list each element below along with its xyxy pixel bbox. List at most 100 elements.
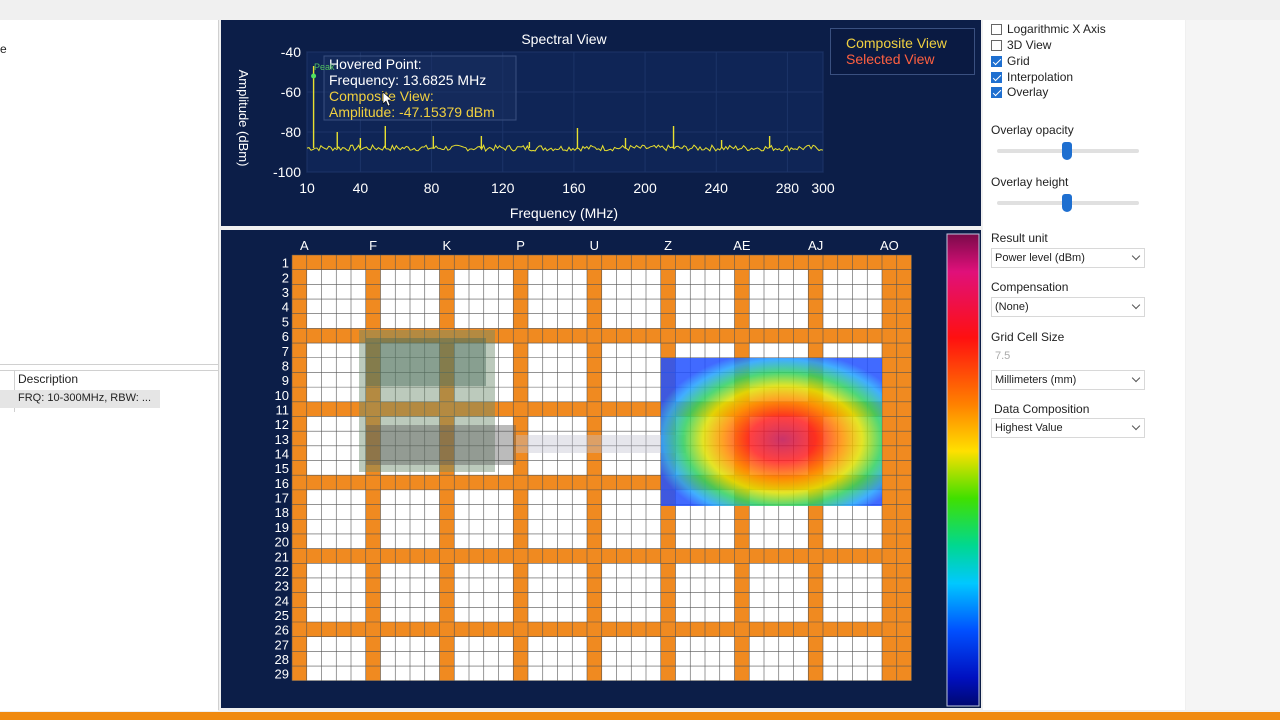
grid-row-label: 8 bbox=[282, 358, 289, 373]
overlay-opacity-slider[interactable] bbox=[997, 142, 1139, 160]
grid-row-label: 15 bbox=[275, 461, 289, 476]
grid-row-label: 9 bbox=[282, 373, 289, 388]
checkbox-box[interactable] bbox=[991, 71, 1002, 83]
grid-row-label: 17 bbox=[275, 491, 289, 506]
grid-row-label: 4 bbox=[282, 300, 289, 315]
tooltip-line-2: Frequency: 13.6825 MHz bbox=[329, 72, 486, 88]
grid-row-label: 3 bbox=[282, 285, 289, 300]
peak-tag: Peak bbox=[314, 62, 335, 72]
grid-row-label: 25 bbox=[275, 608, 289, 623]
grid-row-label: 20 bbox=[275, 535, 289, 550]
tooltip-line-3: Composite View: bbox=[329, 88, 434, 104]
grid-column-label: A bbox=[300, 238, 309, 253]
checkbox-interpolation[interactable]: Interpolation bbox=[991, 70, 1073, 84]
result-unit-dropdown[interactable]: Power level (dBm) bbox=[991, 248, 1145, 268]
data-composition-dropdown[interactable]: Highest Value bbox=[991, 418, 1145, 438]
grid-column-label: Z bbox=[664, 238, 672, 253]
grid-column-label: AO bbox=[880, 238, 899, 253]
grid-row-label: 19 bbox=[275, 520, 289, 535]
legend-selected-view[interactable]: Selected View bbox=[846, 51, 935, 67]
grid-row-label: 5 bbox=[282, 314, 289, 329]
left-top-pane: e bbox=[0, 20, 218, 365]
grid-row-label: 27 bbox=[275, 637, 289, 652]
grid-cell-size-field[interactable]: 7.5 bbox=[995, 350, 1011, 362]
color-scale-bar bbox=[946, 233, 980, 707]
grid-labels: A F K P U Z AE AJ AO1234567891011121314151617181… bbox=[275, 238, 899, 682]
legend-composite-view[interactable]: Composite View bbox=[846, 35, 947, 51]
checkbox-log-x-axis[interactable]: Logarithmic X Axis bbox=[991, 22, 1106, 36]
units-dropdown[interactable]: Millimeters (mm) bbox=[991, 370, 1145, 390]
x-tick-label: 200 bbox=[633, 180, 657, 196]
bottom-accent-bar bbox=[0, 712, 1280, 720]
grid-row-label: 24 bbox=[275, 593, 289, 608]
hover-tooltip: Hovered Point: Frequency: 13.6825 MHz Co… bbox=[314, 55, 517, 121]
chevron-down-icon bbox=[1131, 373, 1141, 383]
left-panel: e Description FRQ: 10-300MHz, RBW: ... bbox=[0, 20, 219, 711]
grid-row-label: 13 bbox=[275, 432, 289, 447]
compensation-dropdown[interactable]: (None) bbox=[991, 297, 1145, 317]
y-tick-label: -60 bbox=[281, 84, 301, 100]
x-tick-label: 300 bbox=[811, 180, 835, 196]
x-tick-label: 80 bbox=[424, 180, 440, 196]
checkbox-box[interactable] bbox=[991, 55, 1002, 67]
view-legend[interactable]: Composite View Selected View bbox=[830, 28, 975, 75]
y-axis-label: Amplitude (dBm) bbox=[236, 70, 251, 167]
spectrum-trace bbox=[306, 66, 824, 152]
checkbox-overlay[interactable]: Overlay bbox=[991, 85, 1048, 99]
slider-thumb[interactable] bbox=[1062, 142, 1072, 160]
pcb-connector-overlay bbox=[366, 425, 516, 465]
grid-row-label: 1 bbox=[282, 256, 289, 271]
noise-trace bbox=[306, 143, 824, 152]
grid-row-label: 23 bbox=[275, 579, 289, 594]
table-row-description: FRQ: 10-300MHz, RBW: ... bbox=[18, 392, 152, 404]
x-tick-label: 40 bbox=[353, 180, 369, 196]
grid-column-label: AJ bbox=[808, 238, 823, 253]
checkbox-box[interactable] bbox=[991, 86, 1002, 98]
grid-cell-size-label: Grid Cell Size bbox=[991, 330, 1065, 344]
spectral-view-panel: Spectral View Amplitude (dBm) Frequency … bbox=[221, 20, 981, 226]
hovered-point-marker bbox=[311, 73, 317, 79]
y-tick-label: -40 bbox=[281, 44, 301, 60]
checkbox-box[interactable] bbox=[991, 23, 1002, 35]
grid-row-label: 2 bbox=[282, 270, 289, 285]
ribbon-cable-overlay bbox=[516, 435, 686, 453]
grid-row-label: 6 bbox=[282, 329, 289, 344]
grid-row-label: 21 bbox=[275, 549, 289, 564]
chevron-down-icon bbox=[1131, 300, 1141, 310]
truncated-label: e bbox=[0, 42, 7, 56]
chevron-down-icon bbox=[1131, 421, 1141, 431]
column-header-description[interactable]: Description bbox=[18, 372, 79, 386]
results-table bbox=[0, 370, 218, 711]
axis-ticks: 10 40 80 120 160 200 240 280 300 -40 -60 -80 -100 bbox=[273, 44, 835, 196]
grid-row-label: 22 bbox=[275, 564, 289, 579]
grid-major-column bbox=[882, 255, 897, 681]
pcb-module-overlay bbox=[366, 338, 486, 386]
checkbox-grid[interactable]: Grid bbox=[991, 54, 1030, 68]
data-composition-label: Data Composition bbox=[994, 402, 1090, 416]
checkbox-box[interactable] bbox=[991, 39, 1002, 51]
checkbox-3d-view[interactable]: 3D View bbox=[991, 38, 1051, 52]
overlay-height-slider[interactable] bbox=[997, 194, 1139, 212]
x-axis-label: Frequency (MHz) bbox=[510, 205, 618, 221]
scan-grid[interactable]: A F K P U Z AE AJ AO1234567891011121314151617181… bbox=[221, 230, 981, 708]
table-row[interactable] bbox=[0, 390, 160, 408]
grid-row-label: 18 bbox=[275, 505, 289, 520]
grid-view-panel: A F K P U Z AE AJ AO 1 2 3 4 5 6 7 8 9 10 11 12 13 14 15 16 17 18 1… bbox=[221, 230, 981, 708]
grid-row-label: 10 bbox=[275, 388, 289, 403]
x-tick-label: 240 bbox=[705, 180, 729, 196]
grid-column-label: U bbox=[590, 238, 599, 253]
slider-thumb[interactable] bbox=[1062, 194, 1072, 212]
grid-row-label: 26 bbox=[275, 623, 289, 638]
grid-column-label: P bbox=[516, 238, 525, 253]
grid-major-column bbox=[439, 255, 455, 681]
grid-row-label: 16 bbox=[275, 476, 289, 491]
right-empty-area bbox=[1186, 20, 1280, 710]
options-panel: Logarithmic X Axis 3D View Grid Interpol… bbox=[983, 20, 1185, 710]
grid-major-column bbox=[513, 255, 528, 681]
grid-column-label: F bbox=[369, 238, 377, 253]
spectral-chart[interactable]: Spectral View Amplitude (dBm) Frequency … bbox=[221, 20, 981, 226]
heatmap-overlay bbox=[661, 358, 882, 506]
pcb-board-overlay bbox=[359, 330, 495, 472]
grid-major-column bbox=[587, 255, 602, 681]
grid-row-label: 7 bbox=[282, 344, 289, 359]
